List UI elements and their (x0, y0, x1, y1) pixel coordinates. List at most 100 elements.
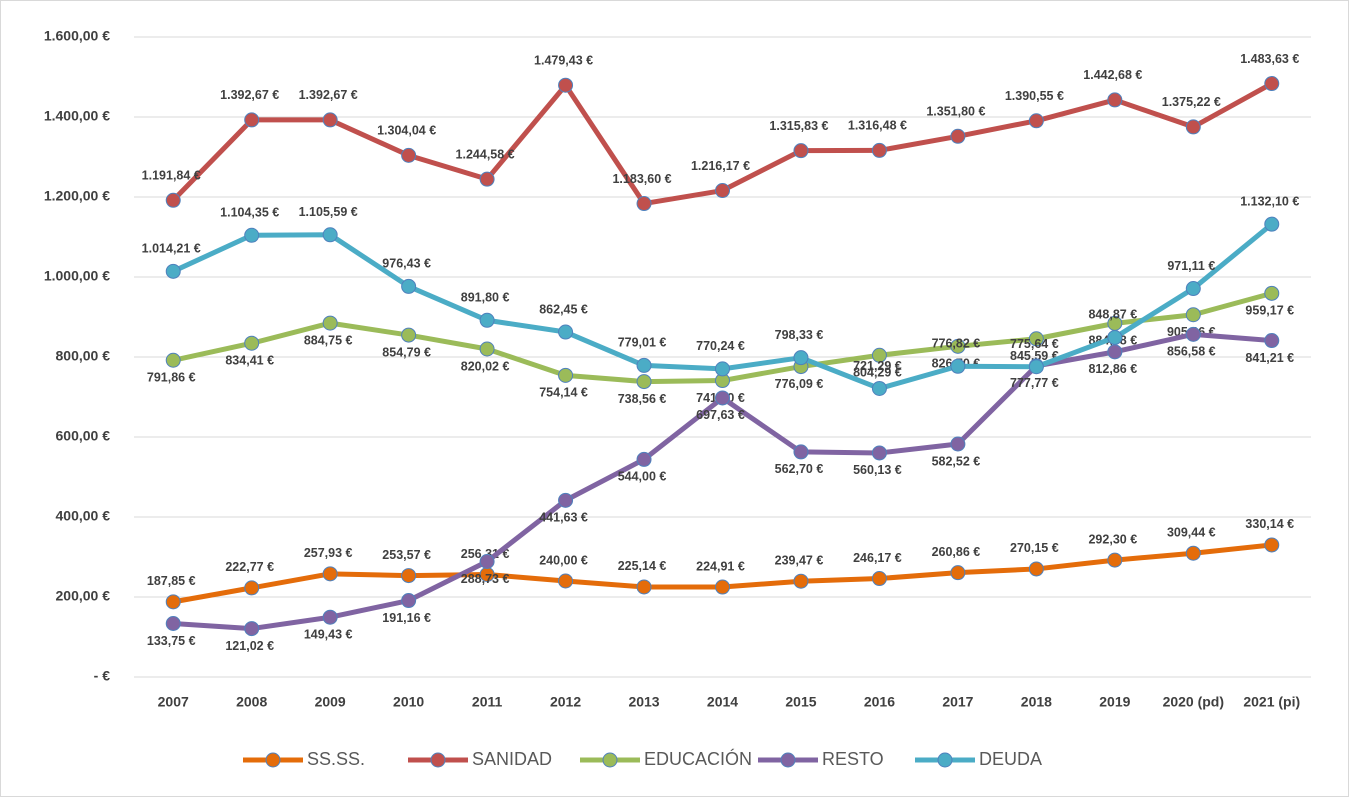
marker (1028, 331, 1044, 347)
marker (244, 335, 260, 351)
data-label: 1.483,63 € (1240, 52, 1299, 66)
data-label: 776,82 € (932, 337, 981, 351)
data-label: 1.244,58 € (456, 147, 515, 161)
marker (793, 444, 809, 460)
data-label: 1.183,60 € (612, 172, 671, 186)
data-label: 798,33 € (775, 328, 824, 342)
data-label: 133,75 € (147, 634, 196, 648)
y-tick-label: 600,00 € (56, 428, 111, 444)
marker (165, 616, 181, 631)
legend-label: EDUCACIÓN (644, 748, 752, 769)
data-label: 292,30 € (1088, 532, 1137, 546)
marker (479, 554, 495, 570)
marker (715, 183, 730, 199)
x-tick-label: 2007 (158, 694, 189, 710)
data-label: 777,77 € (1010, 376, 1059, 390)
data-label: 976,43 € (382, 257, 431, 271)
data-label: 697,63 € (696, 408, 745, 422)
data-label: 779,01 € (618, 336, 667, 350)
x-tick-label: 2008 (236, 694, 267, 710)
data-label: 971,11 € (1167, 259, 1215, 273)
marker (871, 347, 887, 363)
x-tick-label: 2011 (472, 694, 503, 710)
data-label: 309,44 € (1167, 526, 1216, 540)
marker (1185, 281, 1201, 297)
data-label: 848,87 € (1088, 308, 1137, 322)
marker (165, 594, 181, 610)
y-tick-label: 200,00 € (56, 588, 111, 604)
marker (401, 278, 417, 294)
data-label: 1.479,43 € (534, 54, 593, 68)
data-label: 253,57 € (382, 548, 431, 562)
x-tick-label: 2020 (pd) (1163, 694, 1224, 710)
data-label: 260,86 € (932, 545, 981, 559)
marker (793, 573, 809, 589)
data-label: 560,13 € (853, 463, 902, 477)
marker (244, 112, 260, 128)
marker (401, 568, 417, 584)
marker (636, 357, 652, 373)
marker (1264, 285, 1280, 301)
marker (479, 341, 495, 357)
y-tick-label: 400,00 € (56, 508, 111, 524)
marker (1185, 545, 1201, 561)
x-tick-label: 2013 (628, 694, 659, 710)
marker (558, 367, 574, 383)
data-label: 1.392,67 € (220, 88, 279, 102)
data-label: 845,59 € (1010, 349, 1059, 363)
data-label: 257,93 € (304, 546, 353, 560)
data-label: 1.304,04 € (377, 124, 436, 138)
marker (165, 263, 181, 279)
x-tick-label: 2019 (1099, 694, 1130, 710)
data-label: 225,14 € (618, 559, 667, 573)
data-label: 812,86 € (1088, 362, 1137, 376)
data-label: 239,47 € (775, 554, 824, 568)
data-label: 1.390,55 € (1005, 89, 1064, 103)
data-label: 721,29 € (853, 359, 902, 373)
data-label: 841,21 € (1245, 351, 1294, 365)
marker (558, 492, 574, 508)
marker (1028, 113, 1044, 129)
marker (401, 327, 417, 343)
data-label: 959,17 € (1245, 304, 1294, 318)
y-tick-label: 1.000,00 € (44, 268, 110, 284)
data-label: 804,29 € (853, 366, 902, 380)
marker (793, 350, 809, 366)
legend-label: SANIDAD (472, 749, 552, 769)
marker (950, 128, 966, 144)
data-label: 754,14 € (539, 386, 588, 400)
marker (479, 312, 495, 328)
marker (401, 147, 417, 163)
data-label: 856,58 € (1167, 345, 1216, 359)
data-label: 224,91 € (696, 559, 745, 573)
marker (558, 77, 574, 93)
data-label: 191,16 € (382, 611, 431, 625)
marker (715, 390, 730, 406)
marker (558, 573, 574, 589)
marker (950, 358, 966, 374)
data-label: 891,80 € (461, 291, 510, 305)
marker (1107, 329, 1123, 345)
data-label: 738,56 € (618, 392, 667, 406)
data-label: 1.104,35 € (220, 206, 279, 220)
data-label: 544,00 € (618, 470, 667, 484)
data-label: 222,77 € (225, 560, 274, 574)
legend-marker (430, 752, 446, 768)
marker (322, 112, 338, 128)
marker (1264, 537, 1280, 553)
marker (322, 227, 338, 243)
data-label: 854,79 € (382, 345, 431, 359)
marker (401, 593, 417, 609)
marker (558, 324, 574, 340)
marker (871, 380, 887, 396)
data-label: 240,00 € (539, 553, 588, 567)
data-label: 187,85 € (147, 574, 196, 588)
marker (950, 338, 966, 354)
marker (636, 579, 652, 595)
x-tick-label: 2014 (707, 694, 738, 710)
y-tick-label: 1.200,00 € (44, 188, 110, 204)
marker (950, 436, 966, 452)
data-label: 862,45 € (539, 302, 588, 316)
